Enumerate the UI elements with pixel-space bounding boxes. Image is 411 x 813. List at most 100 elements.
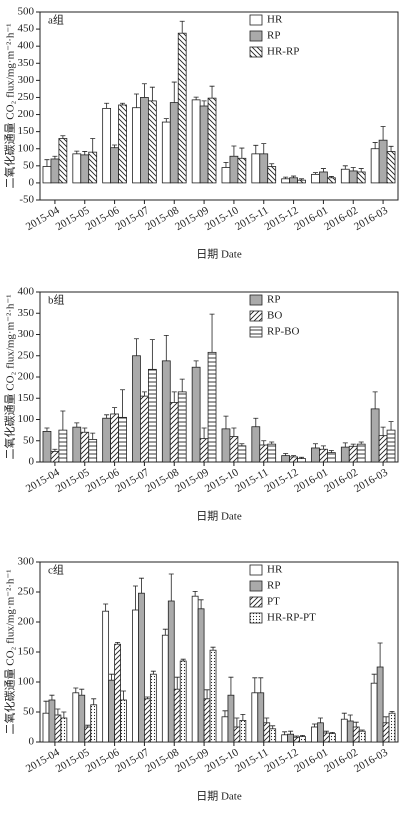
bar [88, 151, 98, 184]
bar [149, 673, 157, 743]
legend-swatch [249, 612, 263, 624]
y-tick-label: 250 [18, 586, 35, 598]
panel-label: c组 [48, 563, 64, 577]
bar [42, 712, 50, 743]
error-bar [291, 175, 297, 178]
y-tick-label: 250 [18, 91, 35, 103]
error-bar [52, 155, 58, 159]
x-tick-label: 2016-03 [352, 746, 390, 775]
bar [144, 698, 151, 743]
error-bar [388, 421, 394, 431]
legend-swatch [249, 326, 263, 338]
bar [376, 666, 384, 743]
error-bar [264, 717, 270, 723]
error-bar [60, 410, 66, 431]
error-bar [163, 118, 169, 123]
x-axis-label: 日期 Date [196, 248, 242, 261]
legend-swatch [249, 596, 263, 608]
bar [239, 720, 247, 743]
bar [48, 699, 56, 743]
y-tick-label: 100 [18, 413, 35, 425]
bar [203, 698, 211, 743]
error-bar [104, 102, 110, 109]
error-bar [342, 442, 348, 448]
error-bar [193, 360, 199, 368]
error-bar [174, 676, 180, 690]
bar [80, 431, 90, 463]
bar [80, 154, 90, 184]
bar [42, 166, 52, 184]
legend-label: BO [267, 310, 282, 322]
bar [102, 107, 112, 184]
x-tick-label: 2015-12 [263, 746, 301, 775]
error-bar [141, 391, 147, 397]
bar [50, 158, 60, 184]
x-axis-label: 日期 Date [196, 510, 242, 523]
error-bar [179, 20, 185, 34]
error-bar [43, 700, 49, 714]
legend-swatch [249, 14, 263, 26]
bar [346, 720, 354, 743]
error-bar [132, 585, 138, 610]
error-bar [222, 710, 228, 717]
legend-label: HR [267, 14, 283, 26]
bar [191, 366, 201, 463]
error-bar [223, 162, 229, 168]
x-tick-label: 2016-01 [292, 204, 330, 233]
error-bar [328, 450, 334, 453]
error-bar [240, 714, 246, 721]
x-tick-label: 2016-01 [292, 746, 330, 775]
y-tick-label: 350 [18, 307, 35, 319]
y-tick-label: 50 [23, 159, 35, 171]
error-bar [372, 142, 378, 149]
bar [340, 446, 350, 463]
legend-swatch [249, 310, 263, 322]
bar [54, 714, 62, 743]
error-bar [253, 417, 259, 427]
error-bar [44, 427, 50, 432]
bar [287, 733, 294, 743]
bar [267, 443, 277, 463]
error-bar [103, 603, 109, 612]
error-bar [120, 102, 126, 105]
bar [60, 717, 68, 743]
legend-label: RP-BO [267, 326, 299, 338]
bar [199, 105, 209, 184]
bar [382, 722, 390, 743]
error-bar [162, 628, 168, 636]
error-bar [353, 721, 359, 727]
error-bar [91, 698, 97, 705]
error-bar [347, 714, 353, 721]
bar [356, 443, 366, 463]
y-tick-label: 150 [18, 392, 35, 404]
bar [293, 736, 300, 743]
bar [191, 595, 199, 743]
error-bar [149, 86, 155, 101]
bar [237, 157, 247, 184]
y-tick-label: 200 [18, 371, 35, 383]
bar [209, 649, 217, 743]
bar [177, 32, 187, 184]
error-bar [74, 422, 80, 428]
error-bar [288, 730, 294, 735]
error-bar [380, 426, 386, 436]
error-bar [383, 716, 389, 723]
bar [233, 726, 241, 743]
x-tick-label: 2015-12 [263, 466, 301, 495]
error-bar [133, 93, 139, 108]
bar [207, 351, 217, 463]
error-bar [79, 688, 85, 696]
error-bar [299, 456, 305, 459]
bar [161, 634, 169, 743]
bar [169, 402, 179, 463]
bar [118, 104, 127, 184]
error-bar [228, 676, 234, 696]
bar [356, 171, 366, 184]
bar [289, 177, 298, 184]
error-bar [163, 334, 169, 361]
error-bar [198, 599, 204, 609]
error-bar [389, 711, 395, 714]
bar [251, 153, 261, 184]
error-bar [311, 723, 317, 727]
